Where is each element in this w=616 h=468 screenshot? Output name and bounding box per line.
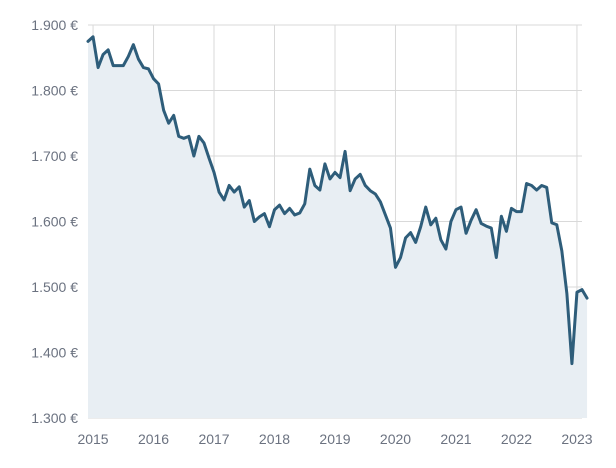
y-tick-label: 1.300 € [31, 410, 78, 426]
series-line [86, 35, 589, 366]
area-layer [88, 36, 588, 418]
x-tick-label: 2020 [380, 431, 411, 447]
x-tick-label: 2015 [77, 431, 108, 447]
y-tick-label: 1.500 € [31, 279, 78, 295]
y-tick-label: 1.900 € [31, 17, 78, 33]
y-tick-label: 1.600 € [31, 214, 78, 230]
x-tick-label: 2021 [440, 431, 471, 447]
y-tick-label: 1.400 € [31, 345, 78, 361]
x-tick-label: 2023 [561, 431, 592, 447]
series-area [88, 36, 588, 418]
y-tick-label: 1.700 € [31, 148, 78, 164]
axis-labels: 1.900 € 1.800 € 1.700 € 1.600 € 1.500 € 1.400… [31, 17, 592, 447]
x-tick-label: 2016 [138, 431, 169, 447]
y-tick-label: 1.800 € [31, 83, 78, 99]
line-layer [86, 35, 589, 366]
x-tick-label: 2022 [501, 431, 532, 447]
x-tick-label: 2019 [319, 431, 350, 447]
x-tick-label: 2017 [198, 431, 229, 447]
x-tick-label: 2018 [259, 431, 290, 447]
